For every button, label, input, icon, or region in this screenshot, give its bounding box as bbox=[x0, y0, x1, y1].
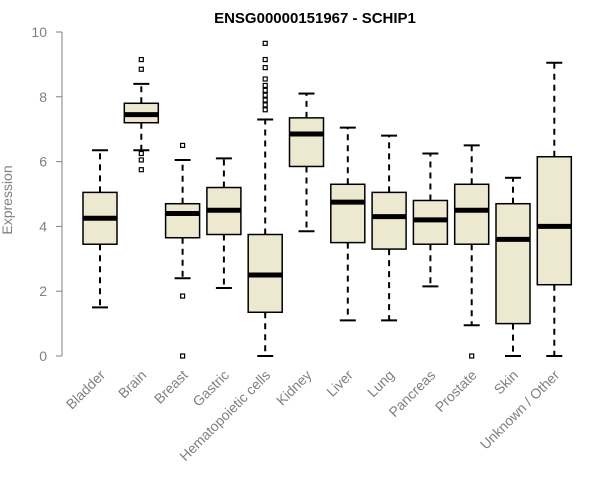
outlier-point bbox=[262, 76, 268, 82]
outlier-point bbox=[180, 142, 186, 148]
outlier-point bbox=[262, 82, 268, 89]
iqr-box bbox=[495, 202, 531, 325]
iqr-box bbox=[330, 183, 366, 244]
iqr-box bbox=[164, 202, 201, 239]
outlier-point bbox=[469, 353, 475, 359]
outlier-point bbox=[262, 97, 268, 103]
x-tick-label: Skin bbox=[491, 367, 522, 398]
iqr-box bbox=[453, 183, 490, 245]
outlier-point bbox=[138, 150, 144, 157]
box-0 bbox=[82, 149, 118, 309]
outlier-point bbox=[138, 157, 144, 163]
x-tick-label: Lung bbox=[364, 367, 397, 400]
outlier-point bbox=[138, 56, 144, 63]
outlier-point bbox=[262, 65, 268, 71]
box-8 bbox=[412, 152, 449, 288]
outlier-point bbox=[138, 167, 144, 173]
outlier-point bbox=[138, 66, 144, 72]
box-11 bbox=[536, 61, 573, 357]
outlier-point bbox=[262, 102, 268, 108]
boxes-layer bbox=[82, 40, 573, 359]
outlier-point bbox=[180, 293, 186, 299]
iqr-box bbox=[371, 191, 407, 250]
outlier-point bbox=[262, 87, 268, 93]
box-1 bbox=[123, 56, 160, 173]
outlier-point bbox=[180, 353, 186, 359]
x-tick-label: Kidney bbox=[273, 367, 315, 409]
x-tick-label: Bladder bbox=[63, 367, 109, 413]
box-10 bbox=[495, 176, 531, 357]
box-4 bbox=[247, 40, 283, 357]
y-tick-label: 2 bbox=[39, 283, 47, 299]
box-3 bbox=[206, 157, 242, 289]
box-2 bbox=[164, 142, 201, 359]
box-6 bbox=[330, 126, 366, 322]
outlier-point bbox=[262, 92, 268, 98]
outlier-point bbox=[262, 107, 268, 113]
x-tick-label: Prostate bbox=[432, 367, 480, 415]
iqr-box bbox=[288, 117, 325, 168]
y-tick-label: 10 bbox=[31, 24, 47, 40]
x-tick-label: Brain bbox=[115, 367, 149, 401]
y-tick-label: 0 bbox=[39, 348, 47, 364]
box-5 bbox=[288, 92, 325, 233]
y-tick-label: 8 bbox=[39, 89, 47, 105]
box-9 bbox=[453, 144, 490, 359]
x-tick-label: Breast bbox=[151, 367, 191, 407]
y-tick-label: 4 bbox=[39, 218, 47, 234]
outlier-point bbox=[262, 40, 268, 46]
y-axis: 0 2 4 6 8 10 bbox=[31, 24, 63, 364]
box-7 bbox=[371, 134, 407, 322]
chart-title: ENSG00000151967 - SCHIP1 bbox=[214, 10, 416, 27]
iqr-box bbox=[536, 155, 573, 286]
y-axis-label: Expression bbox=[0, 165, 15, 234]
y-tick-label: 6 bbox=[39, 154, 47, 170]
x-tick-label: Liver bbox=[323, 367, 356, 400]
outlier-point bbox=[262, 56, 268, 63]
